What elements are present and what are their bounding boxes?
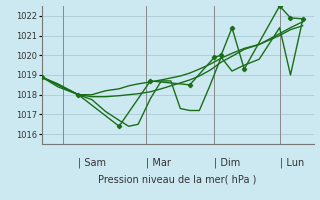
Text: | Dim: | Dim (214, 158, 241, 168)
Text: | Lun: | Lun (280, 158, 304, 168)
Text: | Sam: | Sam (78, 158, 106, 168)
Text: | Mar: | Mar (146, 158, 171, 168)
Text: Pression niveau de la mer( hPa ): Pression niveau de la mer( hPa ) (99, 174, 257, 184)
